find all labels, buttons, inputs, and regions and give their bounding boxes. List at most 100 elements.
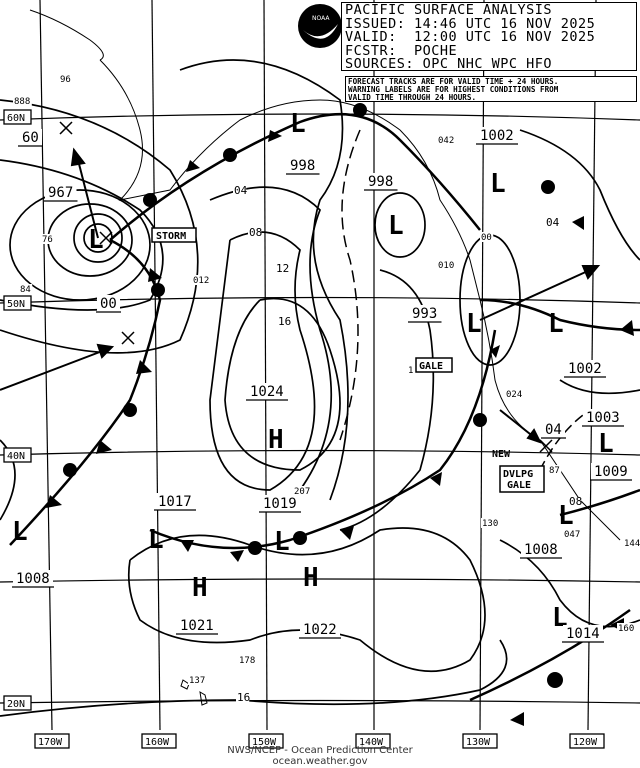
isobar-label: 16 (237, 691, 250, 704)
pressure-label: 1024 (250, 384, 284, 400)
credit-line: NWS/NCEP - Ocean Prediction Center (227, 745, 413, 756)
grid-labels: 170W 160W 150W 140W 130W 120W 60N 50N 40N 20N (3, 109, 605, 749)
note-line: FORECAST TRACKS ARE FOR VALID TIME + 24 … (348, 77, 559, 86)
isobar-labels: 888 96 04 08 12 16 76 84 012 010 00 04 042 024 1 87 08 04… (13, 74, 640, 704)
low-center: L (548, 309, 564, 339)
isobar-label: 137 (189, 676, 205, 686)
developing-gale-warning: DVLPG (503, 469, 533, 480)
pressure-label: 1019 (263, 496, 297, 512)
isobar-label: 1 (408, 366, 413, 376)
isobar-label: 76 (42, 235, 53, 245)
isobar-label: 888 (14, 97, 30, 107)
isobar-label: 207 (294, 487, 310, 497)
low-center: L (88, 225, 104, 255)
isobar-label: 010 (438, 261, 454, 271)
isobar-label: 130 (482, 519, 498, 529)
low-center: L (388, 211, 404, 241)
pressure-label: 60 (22, 130, 39, 146)
latitude-label: 20N (7, 699, 25, 710)
isobar-label: 84 (20, 285, 31, 295)
isobar-label: 160 (618, 624, 634, 634)
low-center: L (598, 429, 614, 459)
pressure-label: 967 (48, 185, 73, 201)
issued-time: ISSUED: 14:46 UTC 16 NOV 2025 (345, 15, 596, 32)
gale-warning: GALE (419, 361, 443, 372)
low-center: L (290, 109, 306, 139)
isobar-label: 012 (193, 276, 209, 286)
credit-url[interactable]: ocean.weather.gov (272, 756, 368, 767)
title: PACIFIC SURFACE ANALYSIS (345, 2, 553, 18)
forecast-tracks (0, 147, 601, 444)
svg-text:NOAA: NOAA (312, 15, 330, 22)
lat-lon-grid (0, 0, 640, 731)
isobar-label: 04 (234, 184, 248, 197)
low-center: L (466, 309, 482, 339)
header-box: PACIFIC SURFACE ANALYSIS ISSUED: 14:46 U… (341, 2, 637, 71)
pressure-label: 998 (290, 158, 315, 174)
isobar-label: 87 (549, 466, 560, 476)
noaa-logo: NOAA (298, 4, 342, 48)
low-center: L (148, 525, 164, 555)
isobar-label: 04 (546, 216, 560, 229)
low-center: L (558, 501, 574, 531)
high-center: H (303, 563, 319, 593)
longitude-label: 150W (252, 737, 277, 748)
pressure-label: 1009 (594, 464, 628, 480)
valid-time: VALID: 12:00 UTC 16 NOV 2025 (345, 29, 596, 46)
longitude-label: 160W (145, 737, 170, 748)
latitude-label: 50N (7, 299, 25, 310)
isobar-label: 96 (60, 75, 71, 85)
trough (339, 129, 361, 441)
isobar-label: 16 (278, 315, 291, 328)
pressure-label: 1003 (586, 410, 620, 426)
high-center: H (268, 425, 284, 455)
low-center: L (490, 169, 506, 199)
front-symbols (46, 103, 634, 726)
pressure-label: 1022 (303, 622, 337, 638)
isobar-label: 08 (569, 495, 582, 508)
sources: SOURCES: OPC NHC WPC HFO (345, 56, 553, 73)
fronts (9, 112, 640, 702)
high-center: H (192, 573, 208, 603)
pressure-label: 1008 (16, 571, 50, 587)
developing-gale-warning: GALE (507, 480, 531, 491)
isobar-label: 08 (249, 226, 262, 239)
pressure-label: 1002 (480, 128, 514, 144)
warning-labels: STORM GALE NEW DVLPG GALE (151, 227, 545, 493)
forecast-note: FORECAST TRACKS ARE FOR VALID TIME + 24 … (345, 76, 637, 102)
pressure-label: 1002 (568, 361, 602, 377)
isobar-label: 144 (624, 539, 640, 549)
note-line: VALID TIME THROUGH 24 HOURS. (348, 93, 477, 102)
isobar-label: 00 (481, 233, 492, 243)
forecaster: FCSTR: POCHE (345, 42, 458, 59)
trough (539, 409, 591, 471)
pressure-label: 04 (545, 422, 562, 438)
isobar-label: 024 (506, 390, 522, 400)
isobar-label: 178 (239, 656, 255, 666)
isobar-label: 047 (564, 530, 580, 540)
longitude-label: 130W (466, 737, 491, 748)
longitude-label: 120W (573, 737, 598, 748)
isobars (0, 59, 640, 717)
low-center: L (274, 527, 290, 557)
longitude-label: 170W (38, 737, 63, 748)
pressure-label: 1014 (566, 626, 600, 642)
storm-warning: STORM (156, 231, 186, 242)
center-markers (59, 121, 553, 453)
pressure-label: 998 (368, 174, 393, 190)
longitude-label: 140W (359, 737, 384, 748)
latitude-label: 60N (7, 113, 25, 124)
pressure-label: 1017 (158, 494, 192, 510)
low-center: L (12, 517, 28, 547)
pressure-label: 00 (100, 296, 117, 312)
new-label: NEW (492, 449, 511, 460)
isobar-label: 042 (438, 136, 454, 146)
pressure-label: 1008 (524, 542, 558, 558)
note-line: WARNING LABELS ARE FOR HIGHEST CONDITION… (348, 85, 559, 94)
pressure-label: 1021 (180, 618, 214, 634)
pressure-label: 993 (412, 306, 437, 322)
isobar-label: 12 (276, 262, 289, 275)
